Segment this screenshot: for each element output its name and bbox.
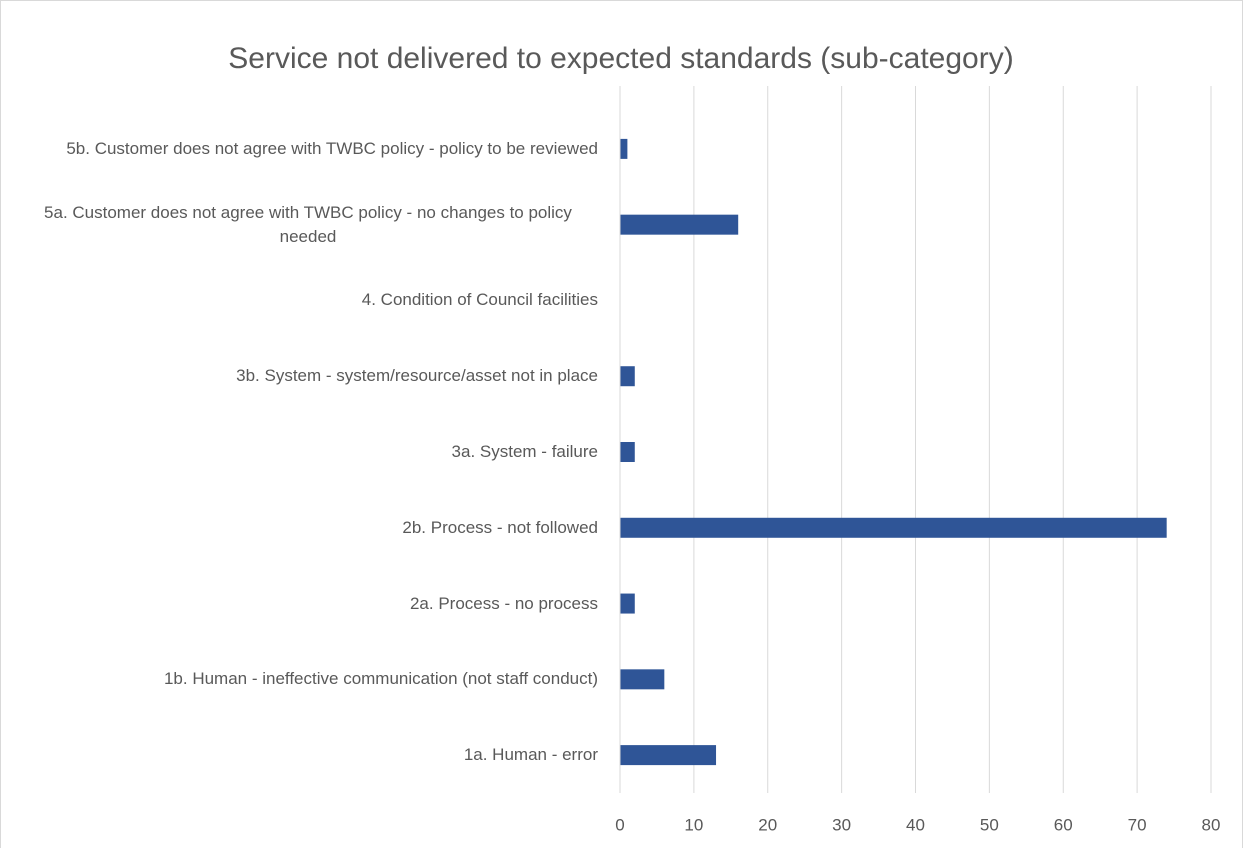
x-tick-label: 70 bbox=[1128, 815, 1147, 834]
bar bbox=[620, 366, 635, 387]
bar bbox=[620, 593, 635, 614]
y-tick-label: 3b. System - system/resource/asset not i… bbox=[236, 366, 598, 386]
y-tick-label: 2b. Process - not followed bbox=[402, 517, 598, 537]
bar bbox=[620, 745, 717, 766]
y-tick-label: 1a. Human - error bbox=[463, 745, 598, 765]
x-tick-label: 80 bbox=[1202, 815, 1221, 834]
bar bbox=[620, 214, 739, 235]
bar bbox=[620, 138, 628, 159]
bar bbox=[620, 517, 1167, 538]
y-tick-label: 5a. Customer does not agree with TWBC po… bbox=[44, 202, 572, 246]
x-tick-label: 60 bbox=[1054, 815, 1073, 834]
y-tick-label: 1b. Human - ineffective communication (n… bbox=[163, 669, 598, 689]
x-tick-label: 10 bbox=[684, 815, 703, 834]
y-tick-label: 3a. System - failure bbox=[451, 442, 598, 461]
y-tick-label: 2a. Process - no process bbox=[409, 593, 598, 613]
y-tick-label: 5b. Customer does not agree with TWBC po… bbox=[66, 138, 598, 158]
chart-title: Service not delivered to expected standa… bbox=[228, 42, 1013, 75]
bar bbox=[620, 669, 665, 690]
y-tick-label: 4. Condition of Council facilities bbox=[361, 290, 598, 310]
x-tick-label: 0 bbox=[615, 815, 624, 834]
x-tick-label: 20 bbox=[758, 815, 777, 834]
x-tick-label: 40 bbox=[906, 815, 925, 834]
x-tick-label: 50 bbox=[980, 815, 999, 834]
x-tick-label: 30 bbox=[832, 815, 851, 834]
bar bbox=[620, 442, 635, 462]
